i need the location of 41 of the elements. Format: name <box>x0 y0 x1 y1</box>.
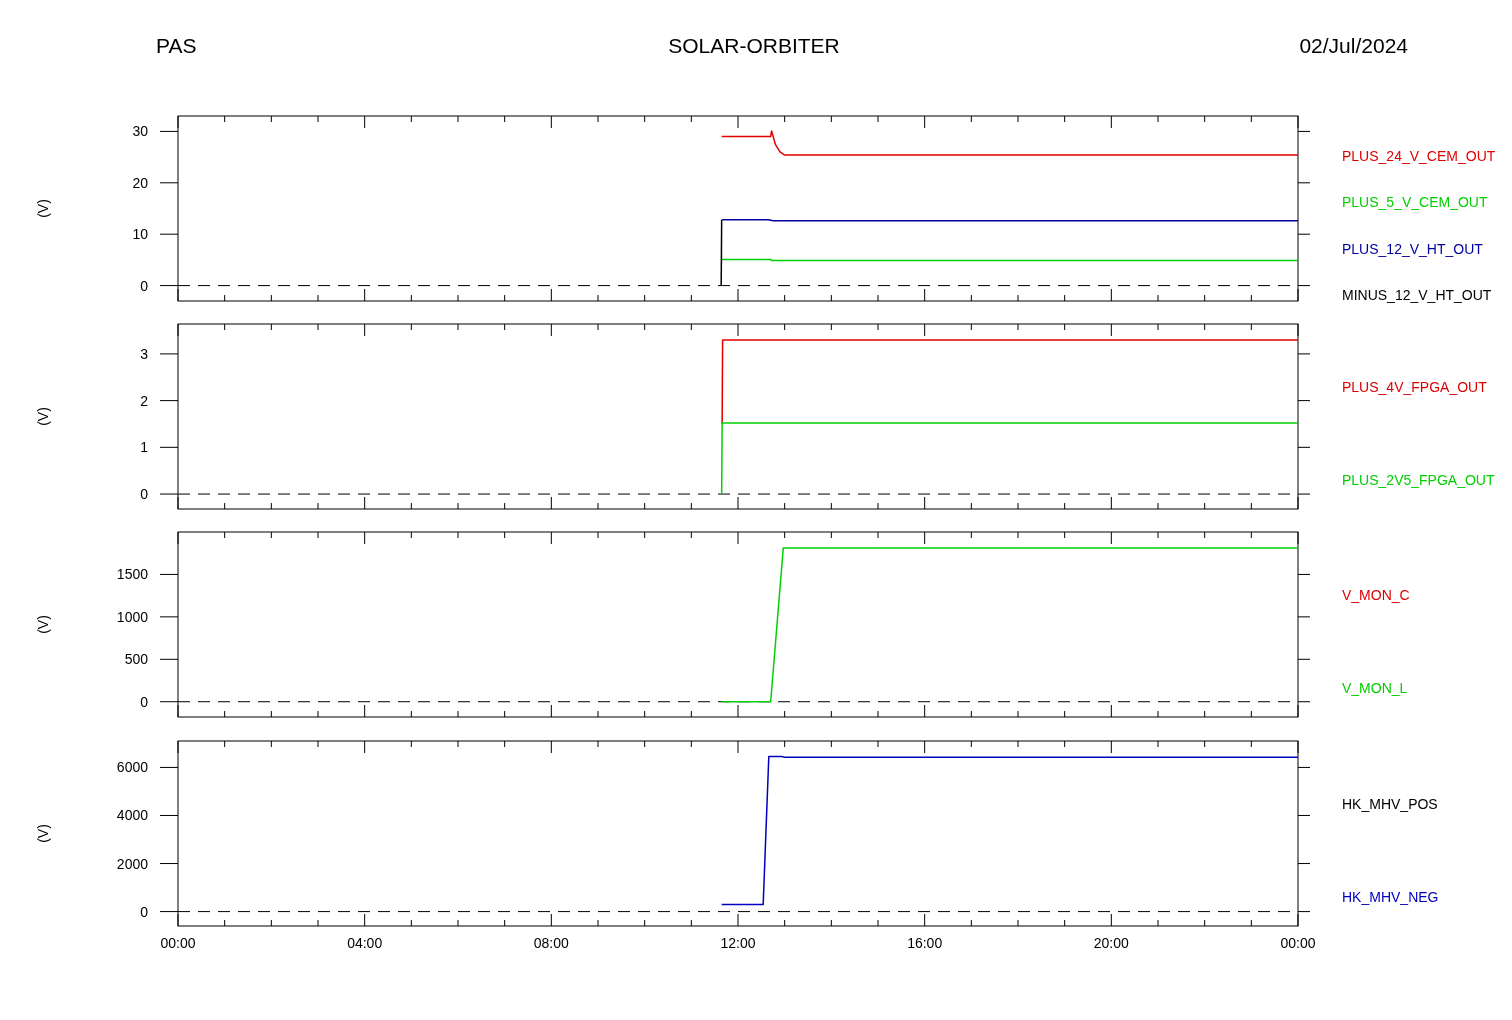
x-tick-label: 12:00 <box>720 935 756 951</box>
text: HK_MHV_NEG <box>1342 888 1439 905</box>
x-tick-label: 04:00 <box>347 935 383 951</box>
x-tick-label: 20:00 <box>1093 935 1130 951</box>
y-axis-title: (V) <box>35 199 51 218</box>
text: PLUS_4V_FPGA_OUT <box>1342 379 1488 396</box>
y-tick-label: 0 <box>140 903 149 920</box>
legend-label: MINUS_12_V_HT_OUT <box>1342 286 1492 303</box>
y-tick-label: 6000 <box>116 759 149 776</box>
text: V_MON_L <box>1342 679 1408 696</box>
y-tick-label: 4000 <box>116 807 149 824</box>
y-tick-label: 2 <box>140 392 149 409</box>
y-tick-label: 3 <box>140 345 149 362</box>
y-tick-label: 2000 <box>116 855 149 872</box>
chart-title: SOLAR-ORBITER <box>668 34 840 57</box>
x-tick-label: 00:00 <box>1280 935 1316 951</box>
y-tick-label: 30 <box>132 123 149 140</box>
text: PLUS_5_V_CEM_OUT <box>1342 194 1488 211</box>
legend-label: V_MON_C <box>1342 587 1410 604</box>
y-tick-label: 0 <box>140 486 149 503</box>
legend-label: HK_MHV_POS <box>1342 796 1438 813</box>
y-axis-title: (V) <box>35 824 51 843</box>
text: PLUS_24_V_CEM_OUT <box>1342 148 1496 165</box>
text: PLUS_12_V_HT_OUT <box>1342 240 1484 257</box>
y-tick-label: 1 <box>140 439 149 456</box>
text: PAS <box>156 34 197 57</box>
line-series <box>720 130 1299 156</box>
x-tick-label: 08:00 <box>533 935 570 951</box>
y-tick-label: 0 <box>140 693 149 710</box>
y-axis-title: (V) <box>35 615 51 634</box>
text: 02/Jul/2024 <box>1299 34 1409 57</box>
x-tick-label: 00:00 <box>160 935 196 951</box>
y-tick-label: 20 <box>132 174 149 191</box>
y-axis-title: (V) <box>35 407 51 426</box>
text: PLUS_2V5_FPGA_OUT <box>1342 471 1495 488</box>
y-tick-label: 0 <box>140 277 149 294</box>
y-tick-label: 500 <box>124 651 149 668</box>
y-tick-label: 10 <box>132 226 149 243</box>
y-tick-label: 1000 <box>116 608 149 625</box>
x-tick-label: 16:00 <box>907 935 943 951</box>
y-tick-label: 1500 <box>116 566 149 583</box>
